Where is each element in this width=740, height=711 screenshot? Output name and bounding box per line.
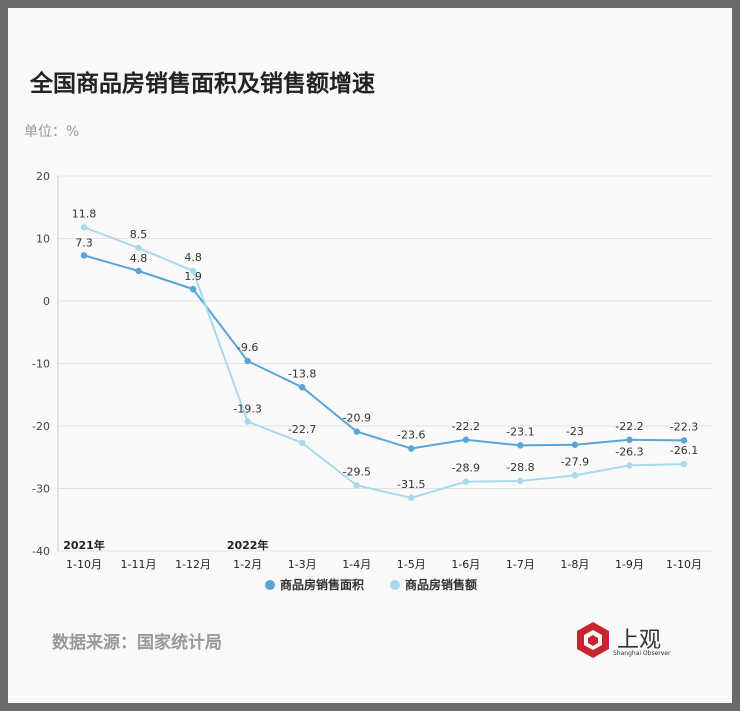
data-label: -22.7 (288, 423, 316, 436)
logo-text: 上观 (617, 628, 662, 653)
x-tick-label: 1-10月 (666, 558, 702, 571)
data-label: -22.3 (670, 420, 698, 433)
x-tick-label: 1-3月 (288, 558, 317, 571)
data-label: -22.2 (615, 420, 643, 433)
data-label: -28.8 (506, 461, 534, 474)
legend-label: 商品房销售面积 (280, 577, 364, 592)
data-point (80, 252, 88, 259)
legend-label: 商品房销售额 (405, 577, 477, 592)
data-point (517, 442, 524, 449)
data-label: -28.9 (452, 462, 480, 475)
data-point (462, 436, 470, 443)
x-tick-label: 1-6月 (451, 558, 480, 571)
year-label: 2021年 (63, 538, 105, 552)
data-point (517, 477, 524, 485)
source-note: 数据来源：国家统计局 (52, 633, 222, 653)
series-line (83, 254, 685, 450)
data-label: -26.1 (670, 444, 698, 457)
data-label: -23 (566, 425, 584, 438)
data-label: -27.9 (561, 455, 589, 468)
x-tick-label: 1-9月 (615, 558, 644, 571)
legend-marker (390, 580, 400, 590)
unit-label: 单位：% (24, 124, 80, 140)
data-label: -31.5 (397, 478, 425, 491)
y-tick-label: 10 (36, 233, 50, 246)
data-point (244, 418, 251, 425)
y-tick-label: -10 (32, 358, 50, 371)
data-point (353, 428, 360, 435)
data-point (135, 267, 142, 275)
data-label: -19.3 (233, 403, 261, 416)
data-label: 4.8 (130, 252, 148, 265)
data-point (353, 482, 360, 489)
legend: 商品房销售面积 商品房销售额 (265, 577, 477, 592)
x-tick-label: 1-5月 (397, 558, 426, 571)
data-label: 11.8 (72, 207, 97, 220)
data-label: 1.9 (184, 270, 202, 283)
logo-subtext: Shanghai Observer (613, 650, 671, 657)
data-label: 8.5 (130, 228, 148, 241)
data-point (408, 445, 415, 452)
brand-logo: 上观 Shanghai Observer (573, 620, 693, 664)
chart-title: 全国商品房销售面积及销售额增速 (30, 71, 375, 97)
x-tick-label: 1-4月 (342, 558, 371, 571)
data-point (80, 224, 88, 231)
y-tick-label: -30 (32, 483, 50, 496)
data-label: -20.9 (342, 412, 370, 425)
series-group (80, 224, 688, 502)
chart-card (8, 8, 732, 703)
x-tick-label: 1-8月 (560, 558, 589, 571)
grid-lines (58, 175, 712, 552)
legend-marker (265, 580, 275, 590)
y-tick-label: -40 (32, 545, 50, 558)
data-label: -23.1 (506, 425, 534, 438)
data-label: -22.2 (452, 420, 480, 433)
series-line (83, 226, 685, 499)
data-point (298, 384, 306, 391)
data-label: -9.6 (237, 341, 258, 354)
data-label: -26.3 (615, 445, 643, 458)
x-tick-label: 1-12月 (175, 558, 211, 571)
data-point (626, 462, 633, 469)
data-point (462, 478, 470, 485)
x-tick-label: 1-2月 (233, 558, 262, 571)
data-point (571, 472, 579, 479)
data-label: -13.8 (288, 367, 316, 380)
data-label: -29.5 (342, 465, 370, 478)
data-label: -23.6 (397, 429, 425, 442)
x-tick-label: 1-11月 (121, 558, 157, 571)
hexagon-logo-icon (577, 622, 609, 658)
data-labels: 7.3 4.8 1.9 -9.6 -13.8 -20.9 -23.6 -22.2 -23.1 -2… (72, 207, 698, 491)
x-tick-label: 1-10月 (66, 558, 102, 571)
data-point (680, 460, 688, 468)
x-tick-label: 1-7月 (506, 558, 535, 571)
data-point (189, 285, 197, 293)
data-point (189, 267, 197, 275)
data-label: 7.3 (75, 236, 93, 249)
y-tick-label: 20 (36, 170, 50, 183)
year-label: 2022年 (227, 538, 269, 552)
y-tick-label: -20 (32, 420, 50, 433)
data-point (571, 441, 579, 448)
y-tick-label: 0 (43, 295, 50, 308)
data-point (298, 439, 306, 447)
data-point (135, 244, 142, 252)
x-axis: 1-10月 1-11月 1-12月 1-2月 1-3月 1-4月 1-5月 1-6月 1-7月 1… (63, 538, 702, 571)
data-point (408, 494, 415, 502)
data-point (244, 357, 251, 365)
data-point (680, 437, 688, 444)
data-label: 4.8 (184, 251, 202, 264)
data-point (626, 436, 633, 443)
y-axis: 20 10 0 -10 -20 -30 -40 (32, 170, 59, 558)
